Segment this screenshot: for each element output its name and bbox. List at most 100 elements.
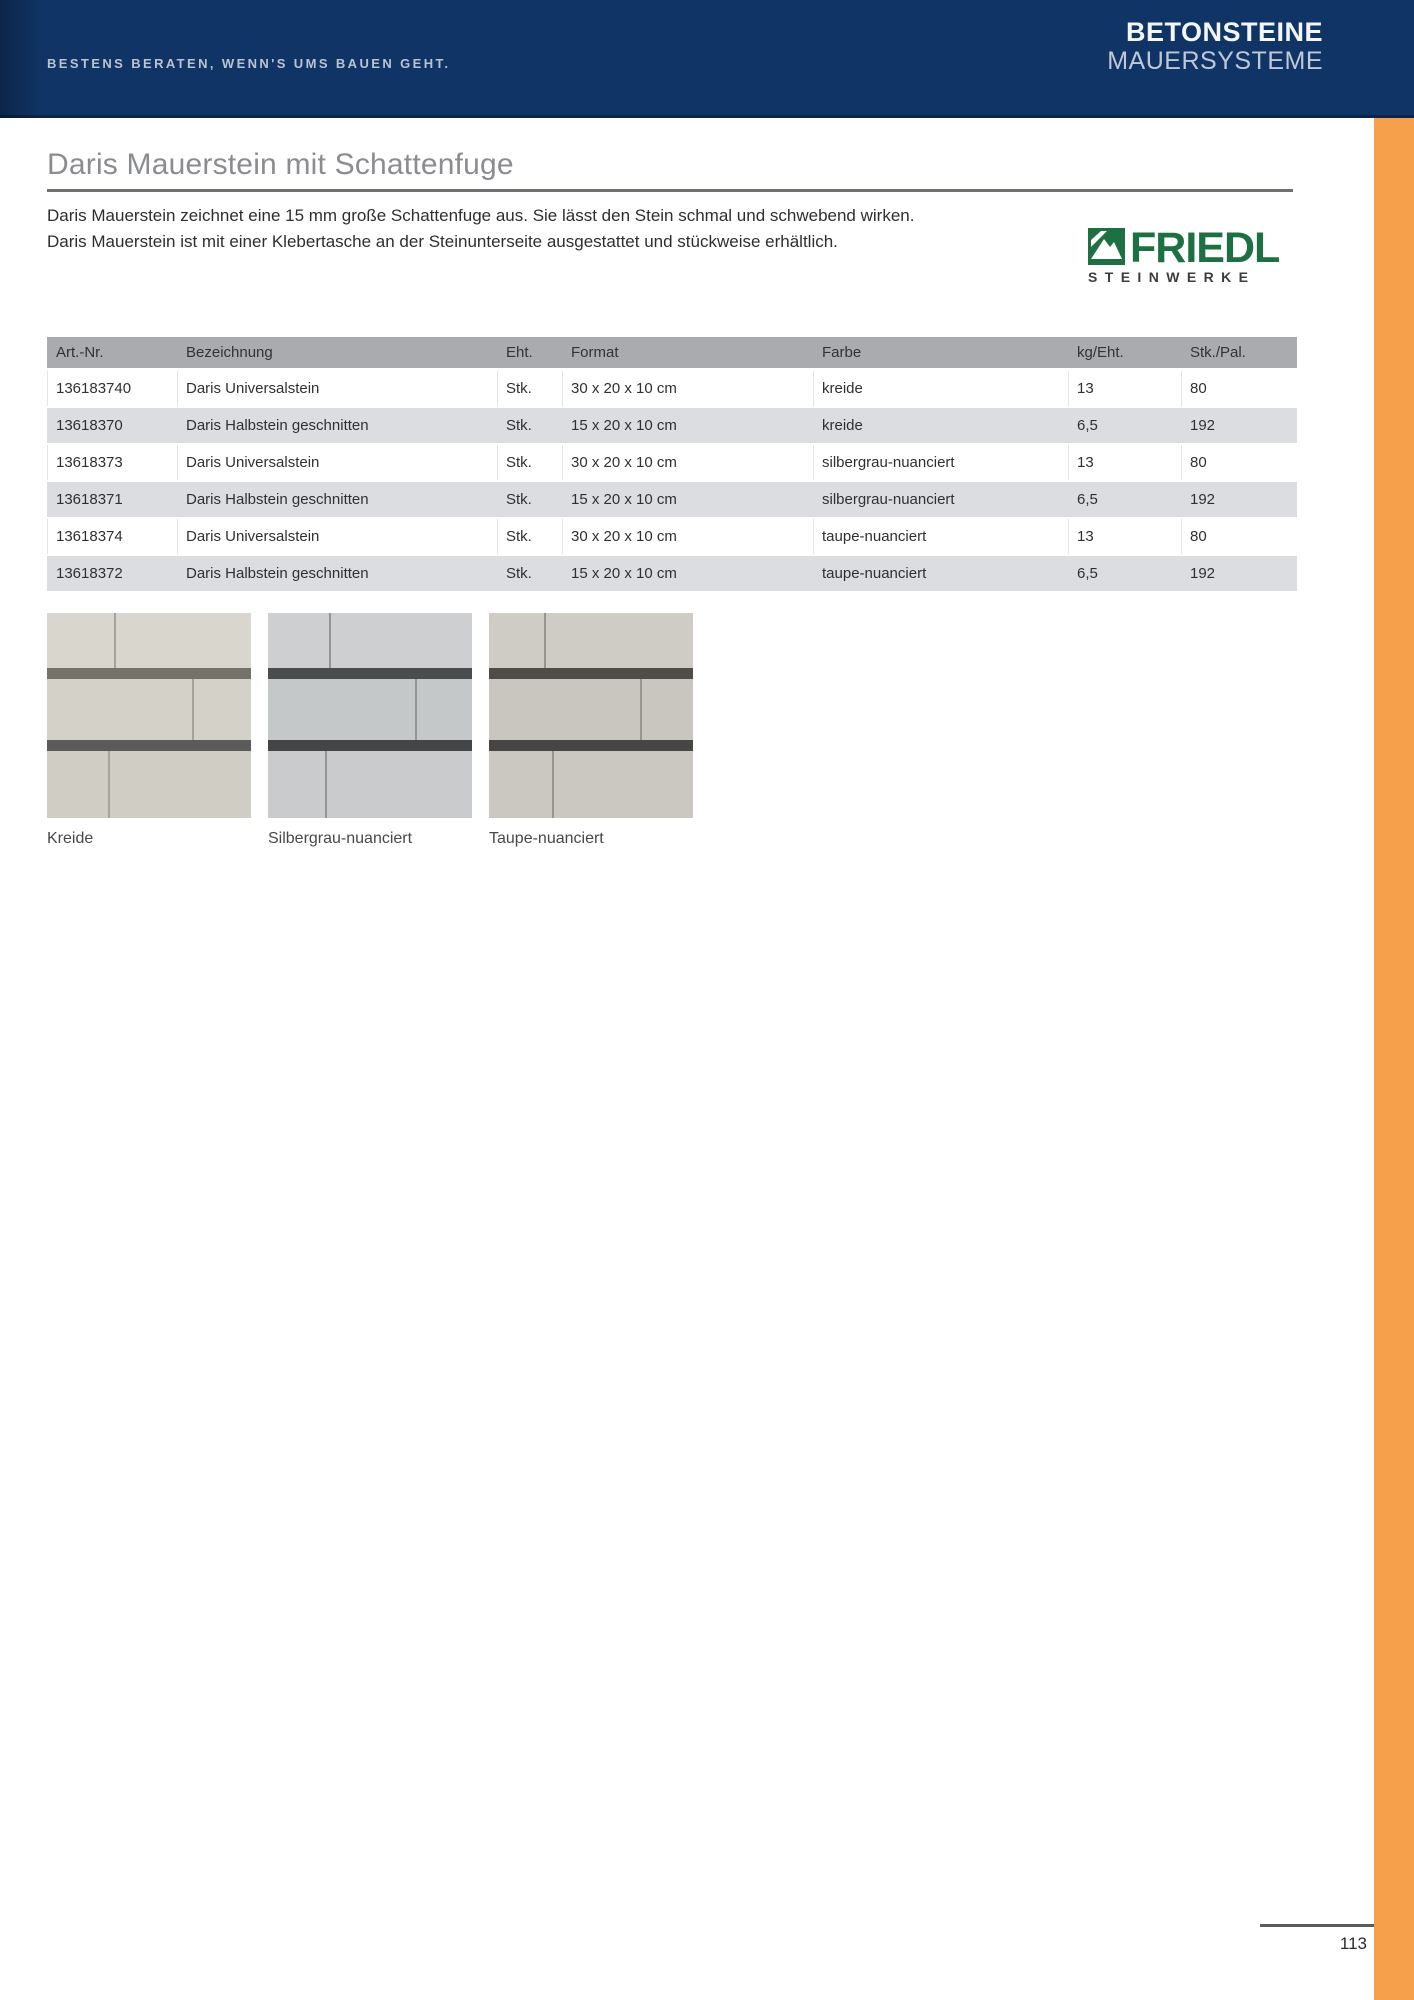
table-row: 13618373 Daris Universalstein Stk. 30 x … — [47, 445, 1297, 482]
header-category-subtitle: MAUERSYSTEME — [1107, 46, 1323, 75]
table-header-row: Art.-Nr. Bezeichnung Eht. Format Farbe k… — [47, 337, 1297, 371]
figure-caption: Kreide — [47, 830, 94, 847]
cell-stk: 80 — [1181, 519, 1297, 556]
page-number: 113 — [1339, 1934, 1367, 1953]
column-header-farbe: Farbe — [813, 337, 1068, 371]
cell-eht: Stk. — [497, 408, 562, 445]
title-divider — [47, 189, 1293, 192]
cell-stk: 80 — [1181, 445, 1297, 482]
friedl-subtitle: STEINWERKE — [1088, 269, 1256, 285]
cell-bezeichnung: Daris Halbstein geschnitten — [177, 556, 497, 593]
friedl-wordmark: FRIEDL — [1130, 224, 1280, 272]
stone-course — [489, 751, 693, 818]
table-row: 13618371 Daris Halbstein geschnitten Stk… — [47, 482, 1297, 519]
stone-course — [489, 679, 693, 740]
column-header-bezeichnung: Bezeichnung — [177, 337, 497, 371]
shadow-gap — [268, 740, 472, 751]
cell-artnr: 13618373 — [47, 445, 177, 482]
column-header-stk-pal: Stk./Pal. — [1181, 337, 1297, 371]
cell-stk: 192 — [1181, 408, 1297, 445]
cell-stk: 192 — [1181, 482, 1297, 519]
cell-bezeichnung: Daris Universalstein — [177, 519, 497, 556]
page-title: Daris Mauerstein mit Schattenfuge — [47, 148, 514, 181]
stone-course — [268, 679, 472, 740]
cell-kg: 6,5 — [1068, 408, 1181, 445]
shadow-gap — [47, 740, 251, 751]
product-table-body: 136183740 Daris Universalstein Stk. 30 x… — [47, 371, 1297, 593]
figure-caption: Taupe-nuanciert — [489, 830, 604, 847]
cell-format: 30 x 20 x 10 cm — [562, 445, 813, 482]
stone-joint — [639, 679, 642, 740]
shadow-gap — [489, 740, 693, 751]
stone-image-silbergrau — [268, 613, 472, 818]
cell-format: 15 x 20 x 10 cm — [562, 482, 813, 519]
column-header-eht: Eht. — [497, 337, 562, 371]
cell-format: 30 x 20 x 10 cm — [562, 519, 813, 556]
cell-eht: Stk. — [497, 556, 562, 593]
cell-farbe: silbergrau-nuanciert — [813, 482, 1068, 519]
cell-kg: 6,5 — [1068, 556, 1181, 593]
table-row: 13618374 Daris Universalstein Stk. 30 x … — [47, 519, 1297, 556]
stone-joint — [325, 751, 328, 818]
stone-joint — [329, 613, 332, 668]
cell-artnr: 13618371 — [47, 482, 177, 519]
cell-eht: Stk. — [497, 445, 562, 482]
cell-artnr: 13618372 — [47, 556, 177, 593]
cell-artnr: 136183740 — [47, 371, 177, 408]
stone-joint — [114, 613, 117, 668]
figure-kreide: Kreide — [47, 613, 251, 848]
cell-farbe: kreide — [813, 371, 1068, 408]
cell-artnr: 13618370 — [47, 408, 177, 445]
figure-silbergrau: Silbergrau-nuanciert — [268, 613, 472, 848]
stone-course — [268, 751, 472, 818]
color-sample-figures: Kreide Silbergrau-nuanciert — [47, 613, 693, 848]
stone-course — [47, 751, 251, 818]
shadow-gap — [268, 668, 472, 679]
stone-image-kreide — [47, 613, 251, 818]
cell-stk: 192 — [1181, 556, 1297, 593]
product-table: Art.-Nr. Bezeichnung Eht. Format Farbe k… — [47, 337, 1297, 593]
table-row: 13618372 Daris Halbstein geschnitten Stk… — [47, 556, 1297, 593]
product-description: Daris Mauerstein zeichnet eine 15 mm gro… — [47, 203, 914, 255]
stone-image-taupe — [489, 613, 693, 818]
cell-bezeichnung: Daris Halbstein geschnitten — [177, 408, 497, 445]
cell-farbe: silbergrau-nuanciert — [813, 445, 1068, 482]
cell-format: 30 x 20 x 10 cm — [562, 371, 813, 408]
header-category-title: BETONSTEINE — [1125, 17, 1323, 47]
cell-eht: Stk. — [497, 371, 562, 408]
cell-farbe: kreide — [813, 408, 1068, 445]
accent-stripe — [1374, 118, 1414, 2000]
stone-joint — [414, 679, 417, 740]
mountain-icon — [1088, 228, 1125, 265]
description-line-2: Daris Mauerstein ist mit einer Klebertas… — [47, 232, 838, 251]
cell-format: 15 x 20 x 10 cm — [562, 556, 813, 593]
cell-kg: 6,5 — [1068, 482, 1181, 519]
cell-eht: Stk. — [497, 519, 562, 556]
friedl-logo: FRIEDL STEINWERKE — [1088, 224, 1294, 285]
shadow-gap — [47, 668, 251, 679]
footer-divider — [1260, 1924, 1374, 1927]
stone-course — [47, 679, 251, 740]
cell-farbe: taupe-nuanciert — [813, 519, 1068, 556]
cell-bezeichnung: Daris Halbstein geschnitten — [177, 482, 497, 519]
table-row: 13618370 Daris Halbstein geschnitten Stk… — [47, 408, 1297, 445]
cell-artnr: 13618374 — [47, 519, 177, 556]
header-category-block: BETONSTEINE MAUERSYSTEME — [1107, 17, 1323, 75]
header-bar: BESTENS BERATEN, WENN'S UMS BAUEN GEHT. … — [0, 0, 1414, 118]
product-table-header: Art.-Nr. Bezeichnung Eht. Format Farbe k… — [47, 337, 1297, 371]
cell-stk: 80 — [1181, 371, 1297, 408]
shadow-gap — [489, 668, 693, 679]
figure-caption: Silbergrau-nuanciert — [268, 830, 413, 847]
stone-course — [268, 613, 472, 668]
stone-joint — [191, 679, 194, 740]
header-slogan: BESTENS BERATEN, WENN'S UMS BAUEN GEHT. — [47, 56, 451, 71]
stone-course — [47, 613, 251, 668]
cell-kg: 13 — [1068, 445, 1181, 482]
description-line-1: Daris Mauerstein zeichnet eine 15 mm gro… — [47, 206, 915, 225]
cell-farbe: taupe-nuanciert — [813, 556, 1068, 593]
cell-kg: 13 — [1068, 371, 1181, 408]
cell-kg: 13 — [1068, 519, 1181, 556]
cell-format: 15 x 20 x 10 cm — [562, 408, 813, 445]
cell-eht: Stk. — [497, 482, 562, 519]
stone-joint — [108, 751, 111, 818]
